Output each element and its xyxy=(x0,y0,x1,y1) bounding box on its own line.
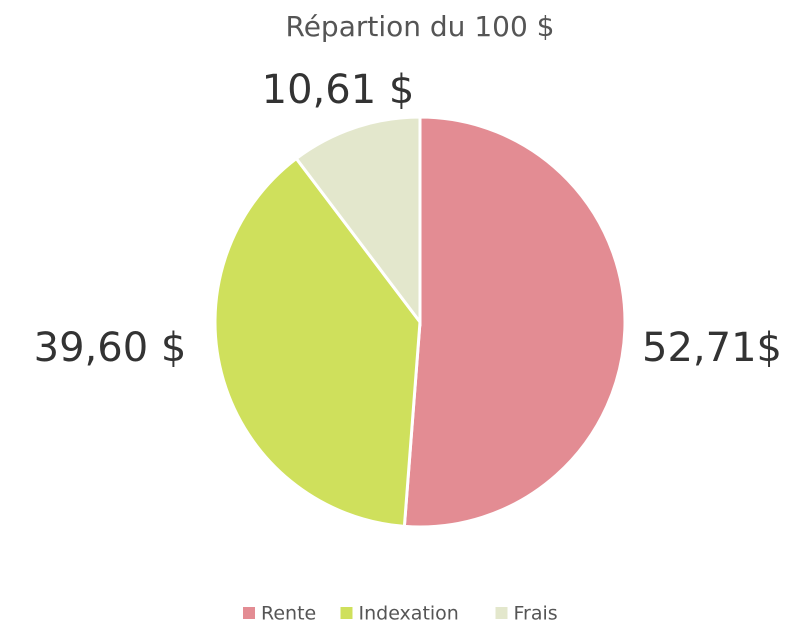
legend-label: Frais xyxy=(514,603,558,625)
data-label: 39,60 $ xyxy=(34,325,187,371)
legend-swatch xyxy=(243,607,255,619)
data-label: 52,71$ xyxy=(642,325,782,371)
legend-label: Rente xyxy=(261,603,316,625)
data-label: 10,61 $ xyxy=(262,67,415,113)
pie-slice xyxy=(402,115,627,529)
pie-slice xyxy=(213,156,422,529)
chart-title: Répartion du 100 $ xyxy=(286,10,555,43)
legend-swatch xyxy=(495,607,508,619)
legend-label: Indexation xyxy=(359,603,459,625)
legend-swatch xyxy=(340,607,353,619)
pie-slice xyxy=(294,115,422,327)
